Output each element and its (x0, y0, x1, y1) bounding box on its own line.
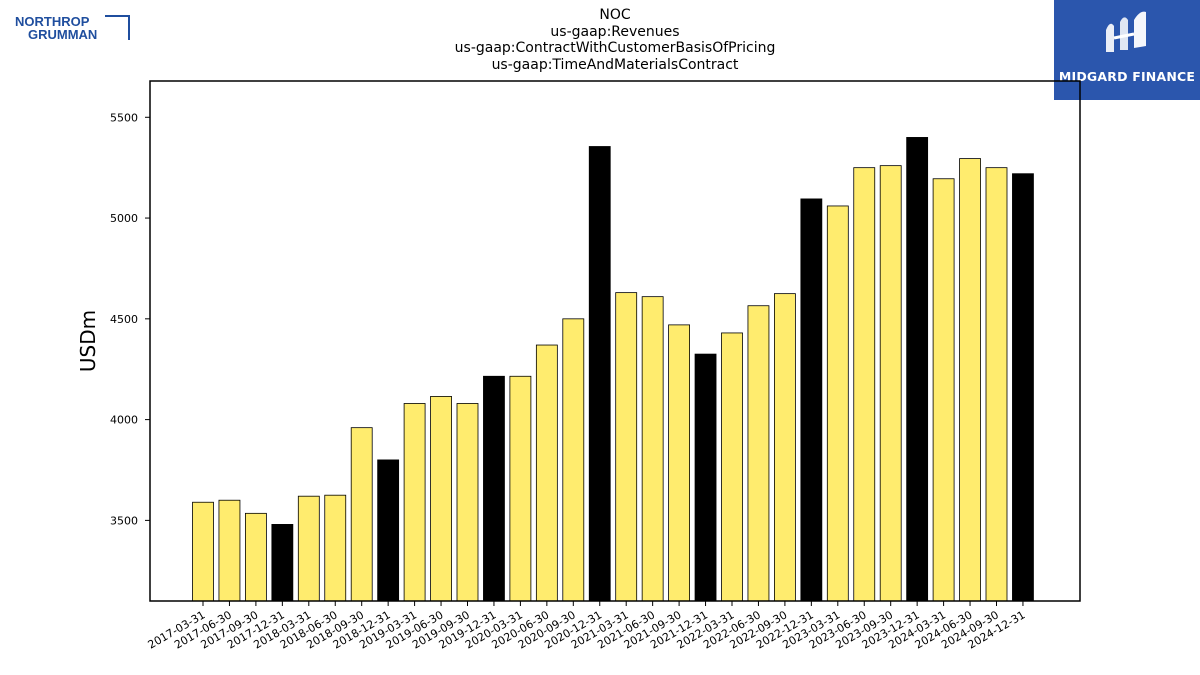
bar-2020-12-31 (588, 146, 611, 602)
bar-2023-12-31 (906, 137, 929, 602)
plot-frame (149, 80, 1081, 602)
bar-2018-06-30 (324, 494, 347, 602)
midgard-finance-logo: MIDGARD FINANCE (1054, 0, 1200, 100)
bar-2019-03-31 (403, 403, 426, 602)
midgard-finance-text: MIDGARD FINANCE (1058, 69, 1196, 84)
bar-2021-12-31 (694, 353, 717, 602)
y-tick-label: 3500 (110, 514, 138, 527)
chart-title-line3: us-gaap:ContractWithCustomerBasisOfPrici… (454, 40, 776, 56)
bar-2020-09-30 (562, 318, 585, 602)
bar-2018-12-31 (377, 459, 400, 602)
y-tick-label: 4500 (110, 313, 138, 326)
bar-2020-03-31 (509, 375, 532, 602)
y-tick-label: 4000 (110, 414, 138, 427)
bar-2019-06-30 (430, 396, 452, 602)
bar-2022-09-30 (774, 293, 796, 602)
midgard-mark-icon (1106, 11, 1146, 52)
bar-2018-03-31 (297, 495, 320, 602)
bar-2019-09-30 (456, 403, 479, 602)
x-axis: 2017-03-312017-06-302017-09-302017-12-31… (146, 601, 1027, 652)
bar-2024-12-31 (1012, 173, 1034, 602)
bar-2017-03-31 (192, 501, 214, 602)
bar-2024-09-30 (985, 167, 1008, 602)
bar-2017-09-30 (244, 512, 267, 602)
bar-2023-09-30 (879, 165, 902, 602)
northrop-grumman-logo: NORTHROP GRUMMAN (15, 14, 130, 42)
bar-2023-06-30 (853, 167, 876, 602)
bar-2017-12-31 (271, 524, 294, 602)
bar-2021-09-30 (668, 324, 690, 602)
y-axis-label: USDm (76, 310, 100, 372)
chart-title-line4: us-gaap:TimeAndMaterialsContract (491, 56, 739, 73)
bar-2017-06-30 (218, 499, 241, 602)
bars-group (192, 137, 1034, 602)
bar-2019-12-31 (483, 375, 505, 602)
y-axis: 3500 4000 4500 5000 5500 (110, 111, 150, 527)
bar-2022-12-31 (800, 198, 823, 602)
bar-2022-06-30 (747, 305, 770, 602)
bar-2021-06-30 (641, 296, 664, 602)
y-tick-label: 5000 (110, 212, 138, 225)
bar-2023-03-31 (826, 205, 849, 602)
logo-left-line1: NORTHROP (15, 14, 90, 29)
bar-2024-06-30 (959, 158, 981, 602)
bar-2022-03-31 (721, 332, 743, 602)
chart-title-line1: NOC (599, 7, 631, 23)
chart-title: NOC us-gaap:Revenues us-gaap:ContractWit… (380, 7, 850, 73)
bar-2018-09-30 (350, 427, 373, 602)
bar-2020-06-30 (535, 344, 558, 602)
bar-2024-03-31 (932, 178, 955, 602)
bar-2021-03-31 (615, 292, 638, 602)
logo-left-line2: GRUMMAN (28, 27, 97, 42)
y-tick-label: 5500 (110, 111, 138, 124)
chart-title-line2: us-gaap:Revenues (550, 23, 680, 40)
